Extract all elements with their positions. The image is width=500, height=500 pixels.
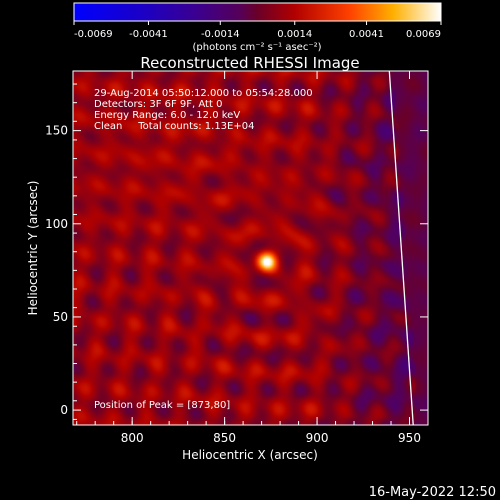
heatmap-image xyxy=(73,71,428,425)
y-tick-label: 0 xyxy=(60,403,68,417)
colorbar-tick-label: 0.0069 xyxy=(406,29,441,40)
colorbar-tick-label: 0.0014 xyxy=(277,29,312,40)
timestamp: 16-May-2022 12:50 xyxy=(369,485,496,500)
x-axis: 800 850 900 950 xyxy=(76,71,429,445)
peak-position-label: Position of Peak = [873,80] xyxy=(94,400,230,411)
x-tick-label: 900 xyxy=(306,431,329,445)
y-axis: 0 50 100 150 xyxy=(45,83,428,420)
plot-frame xyxy=(72,70,429,426)
colorbar-tick-label: -0.0069 xyxy=(74,29,113,40)
x-tick-label: 950 xyxy=(398,431,421,445)
colorbar-tick-label: -0.0041 xyxy=(129,29,168,40)
colorbar-tick-label: 0.0041 xyxy=(349,29,384,40)
colorbar-tick-label: -0.0014 xyxy=(201,29,240,40)
y-axis-label: Heliocentric Y (arcsec) xyxy=(26,181,40,316)
info-line: Detectors: 3F 6F 9F, Att 0 xyxy=(94,99,222,110)
x-axis-label: Heliocentric X (arcsec) xyxy=(182,448,318,462)
info-line: Energy Range: 6.0 - 12.0 keV xyxy=(94,110,240,121)
solar-limb-line xyxy=(388,70,414,426)
y-tick-label: 100 xyxy=(45,217,68,231)
x-tick-label: 800 xyxy=(121,431,144,445)
colorbar-units-label: (photons cm⁻² s⁻¹ asec⁻²) xyxy=(192,42,321,53)
x-tick-label: 850 xyxy=(213,431,236,445)
observation-info: 29-Aug-2014 05:50:12.000 to 05:54:28.000… xyxy=(94,88,313,132)
chart-title: Reconstructed RHESSI Image xyxy=(140,54,359,72)
info-line: Clean Total counts: 1.13E+04 xyxy=(94,121,254,132)
y-tick-label: 150 xyxy=(45,124,68,138)
info-line: 29-Aug-2014 05:50:12.000 to 05:54:28.000 xyxy=(94,88,313,99)
colorbar xyxy=(73,2,442,22)
colorbar-ticks: -0.0069 -0.0041 -0.0014 0.0014 0.0041 0.0069 xyxy=(73,21,442,40)
y-tick-label: 50 xyxy=(53,310,68,324)
